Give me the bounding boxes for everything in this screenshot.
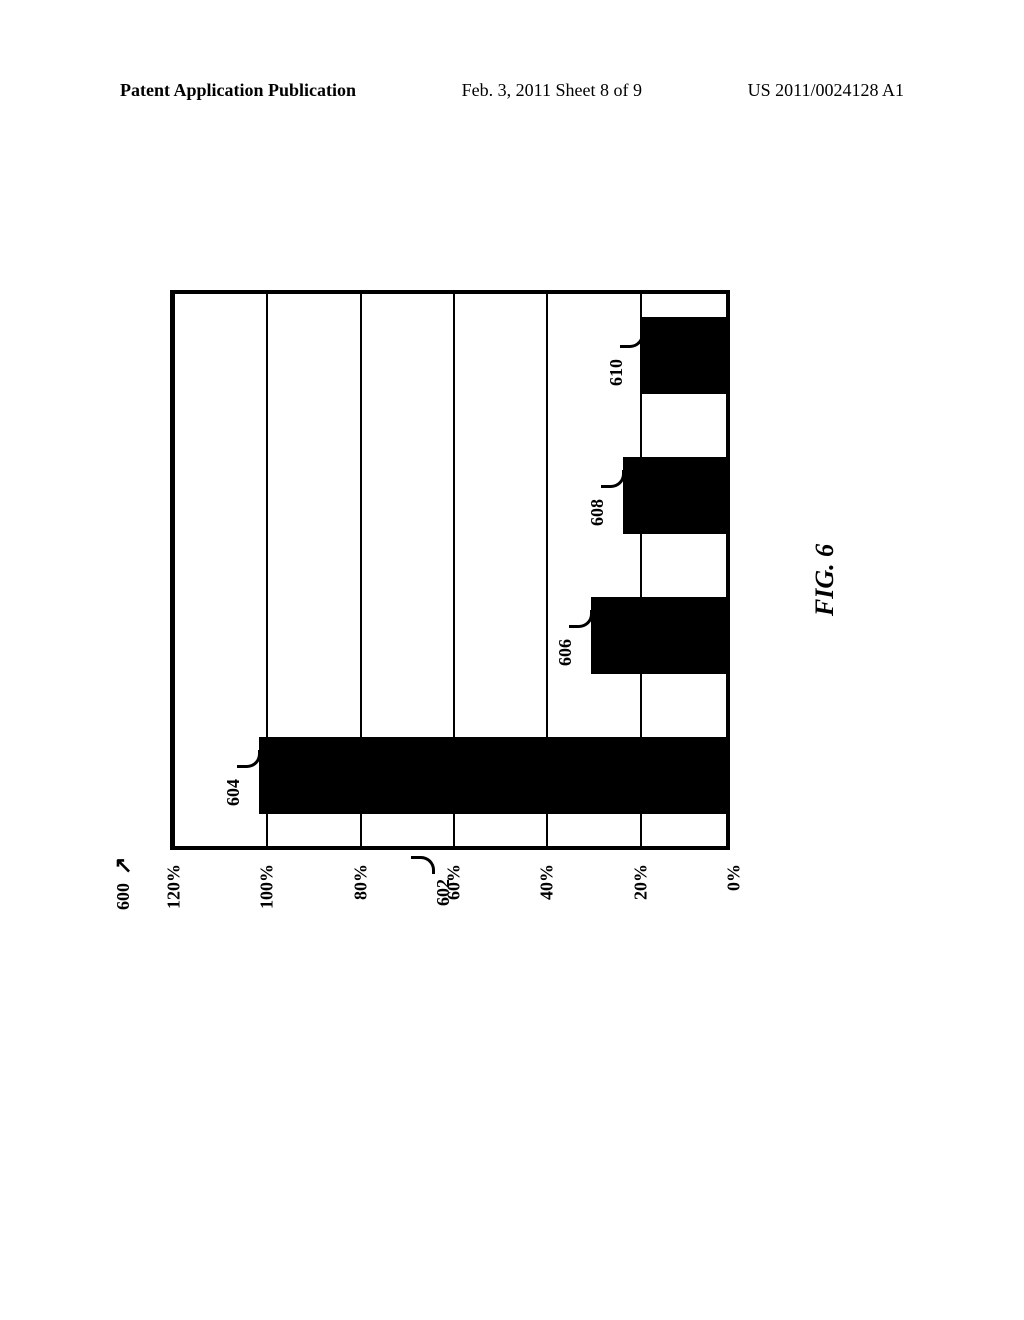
header-middle: Feb. 3, 2011 Sheet 8 of 9 <box>462 80 642 101</box>
figure-600: 600 ↗ 0%20%40%60%80%100%120%604606608610… <box>70 230 870 930</box>
bar-callout-608: 608 <box>587 499 608 526</box>
bar-chart: 0%20%40%60%80%100%120%604606608610602 <box>170 290 730 850</box>
arrow-icon: ↗ <box>110 857 136 875</box>
callout-hook <box>237 750 261 768</box>
axis-callout-602: 602 <box>433 879 454 906</box>
page-header: Patent Application Publication Feb. 3, 2… <box>0 80 1024 101</box>
y-tick-label: 80% <box>350 864 371 934</box>
bar-604 <box>259 738 726 815</box>
y-tick-label: 120% <box>164 864 185 934</box>
callout-hook <box>601 470 625 488</box>
bar-callout-604: 604 <box>223 779 244 806</box>
bar-610 <box>642 318 726 395</box>
figure-reference-number: 600 ↗ <box>110 857 136 910</box>
callout-hook <box>411 856 435 874</box>
bar-608 <box>623 458 726 535</box>
bar-callout-610: 610 <box>606 359 627 386</box>
header-right: US 2011/0024128 A1 <box>748 80 904 101</box>
figure-ref-text: 600 <box>113 883 134 910</box>
y-tick-label: 40% <box>537 864 558 934</box>
callout-hook <box>569 610 593 628</box>
y-tick-label: 0% <box>724 864 745 934</box>
figure-caption: FIG. 6 <box>810 544 840 616</box>
bar-606 <box>591 598 726 675</box>
bar-callout-606: 606 <box>555 639 576 666</box>
y-tick-label: 20% <box>630 864 651 934</box>
header-left: Patent Application Publication <box>120 80 356 101</box>
gridline <box>173 294 175 846</box>
y-tick-label: 100% <box>257 864 278 934</box>
